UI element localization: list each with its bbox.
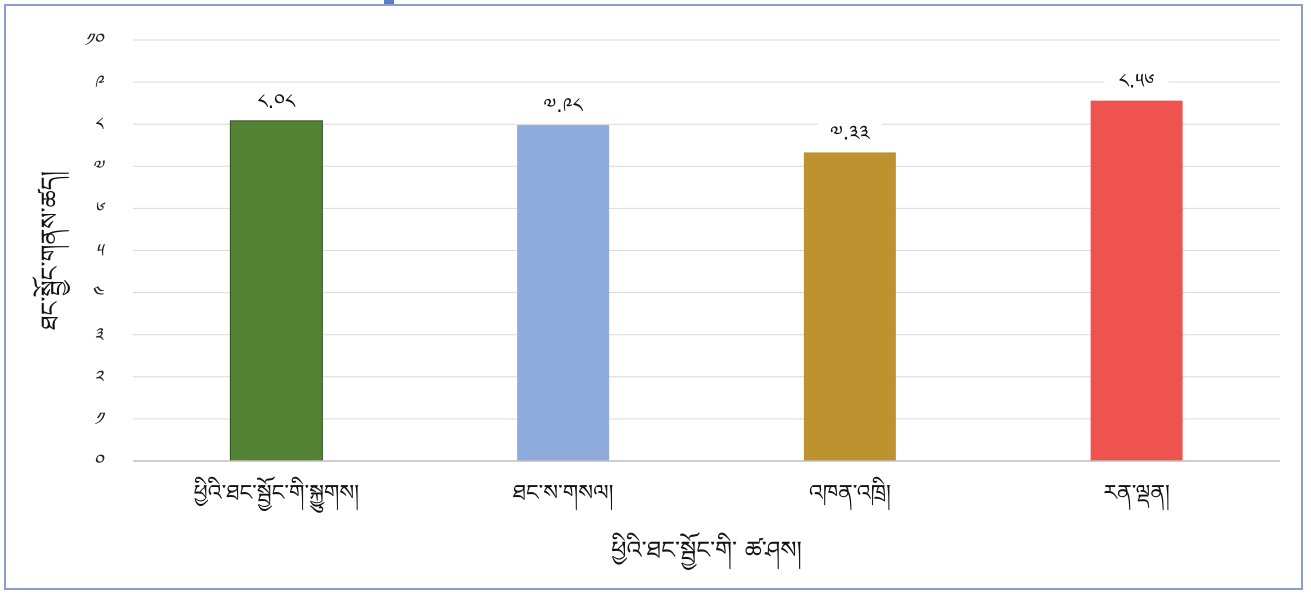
- data-label-background: [244, 87, 309, 114]
- bar: [1090, 100, 1183, 462]
- x-axis-title: ཕྱིའི་ཐང་སྦྱོང་གི་ ཚ་ཤས།: [611, 532, 802, 570]
- x-category-label: ཕྱིའི་ཐང་སྦྱོང་གི་སྐྱུགས།: [194, 476, 360, 513]
- y-tick-label: ༡: [94, 409, 106, 430]
- y-tick-label: ༡༠: [84, 30, 105, 51]
- y-tick-label: ༢: [94, 367, 105, 388]
- x-category-label: འཁན་འཁྲི།: [809, 476, 891, 511]
- y-tick-label: ༧: [91, 156, 105, 177]
- data-label-background: [817, 119, 882, 146]
- data-label: ༨.༠༨: [258, 89, 296, 113]
- data-label: ༧.༩༨: [543, 93, 583, 117]
- bar: [803, 152, 896, 462]
- x-category-label: ཐང་ས་གསལ།: [513, 481, 614, 511]
- data-labels: ༨.༠༨ ༧.༩༨ ༧.༣༣ ༨.༥༦: [244, 67, 1169, 146]
- x-axis-categories: ཕྱིའི་ཐང་སྦྱོང་གི་སྐྱུགས། ཐང་ས་གསལ། འཁན་འཁ…: [194, 476, 1170, 513]
- bar: [229, 120, 323, 462]
- y-tick-label: ༠: [93, 451, 105, 472]
- bars: [229, 100, 1183, 462]
- data-label-background: [531, 92, 596, 119]
- y-axis-title: ཐང་སྦྱོང་གནས་ཚད།: [32, 171, 70, 330]
- y-axis-ticks: ༠ ༡ ༢ ༣ ༤ ༥ ༦ ༧ ༨ ༩ ༡༠: [84, 30, 106, 472]
- y-tick-label: ༨: [94, 114, 104, 135]
- data-label: ༨.༥༦: [1119, 69, 1155, 93]
- data-label-background: [1104, 67, 1169, 94]
- y-tick-label: ༩: [94, 72, 105, 93]
- bar: [517, 125, 610, 462]
- gridlines: [133, 39, 1280, 420]
- y-tick-label: ༦: [94, 198, 106, 219]
- y-tick-label: ༤: [91, 283, 105, 304]
- y-tick-label: ༥: [95, 241, 106, 262]
- chart-top-accent: [4, 0, 1303, 6]
- data-label: ༧.༣༣: [830, 120, 870, 144]
- y-tick-label: ༣: [94, 325, 104, 346]
- x-category-label: རན་ལྡན།: [1103, 481, 1170, 511]
- chart-frame: [4, 4, 1303, 590]
